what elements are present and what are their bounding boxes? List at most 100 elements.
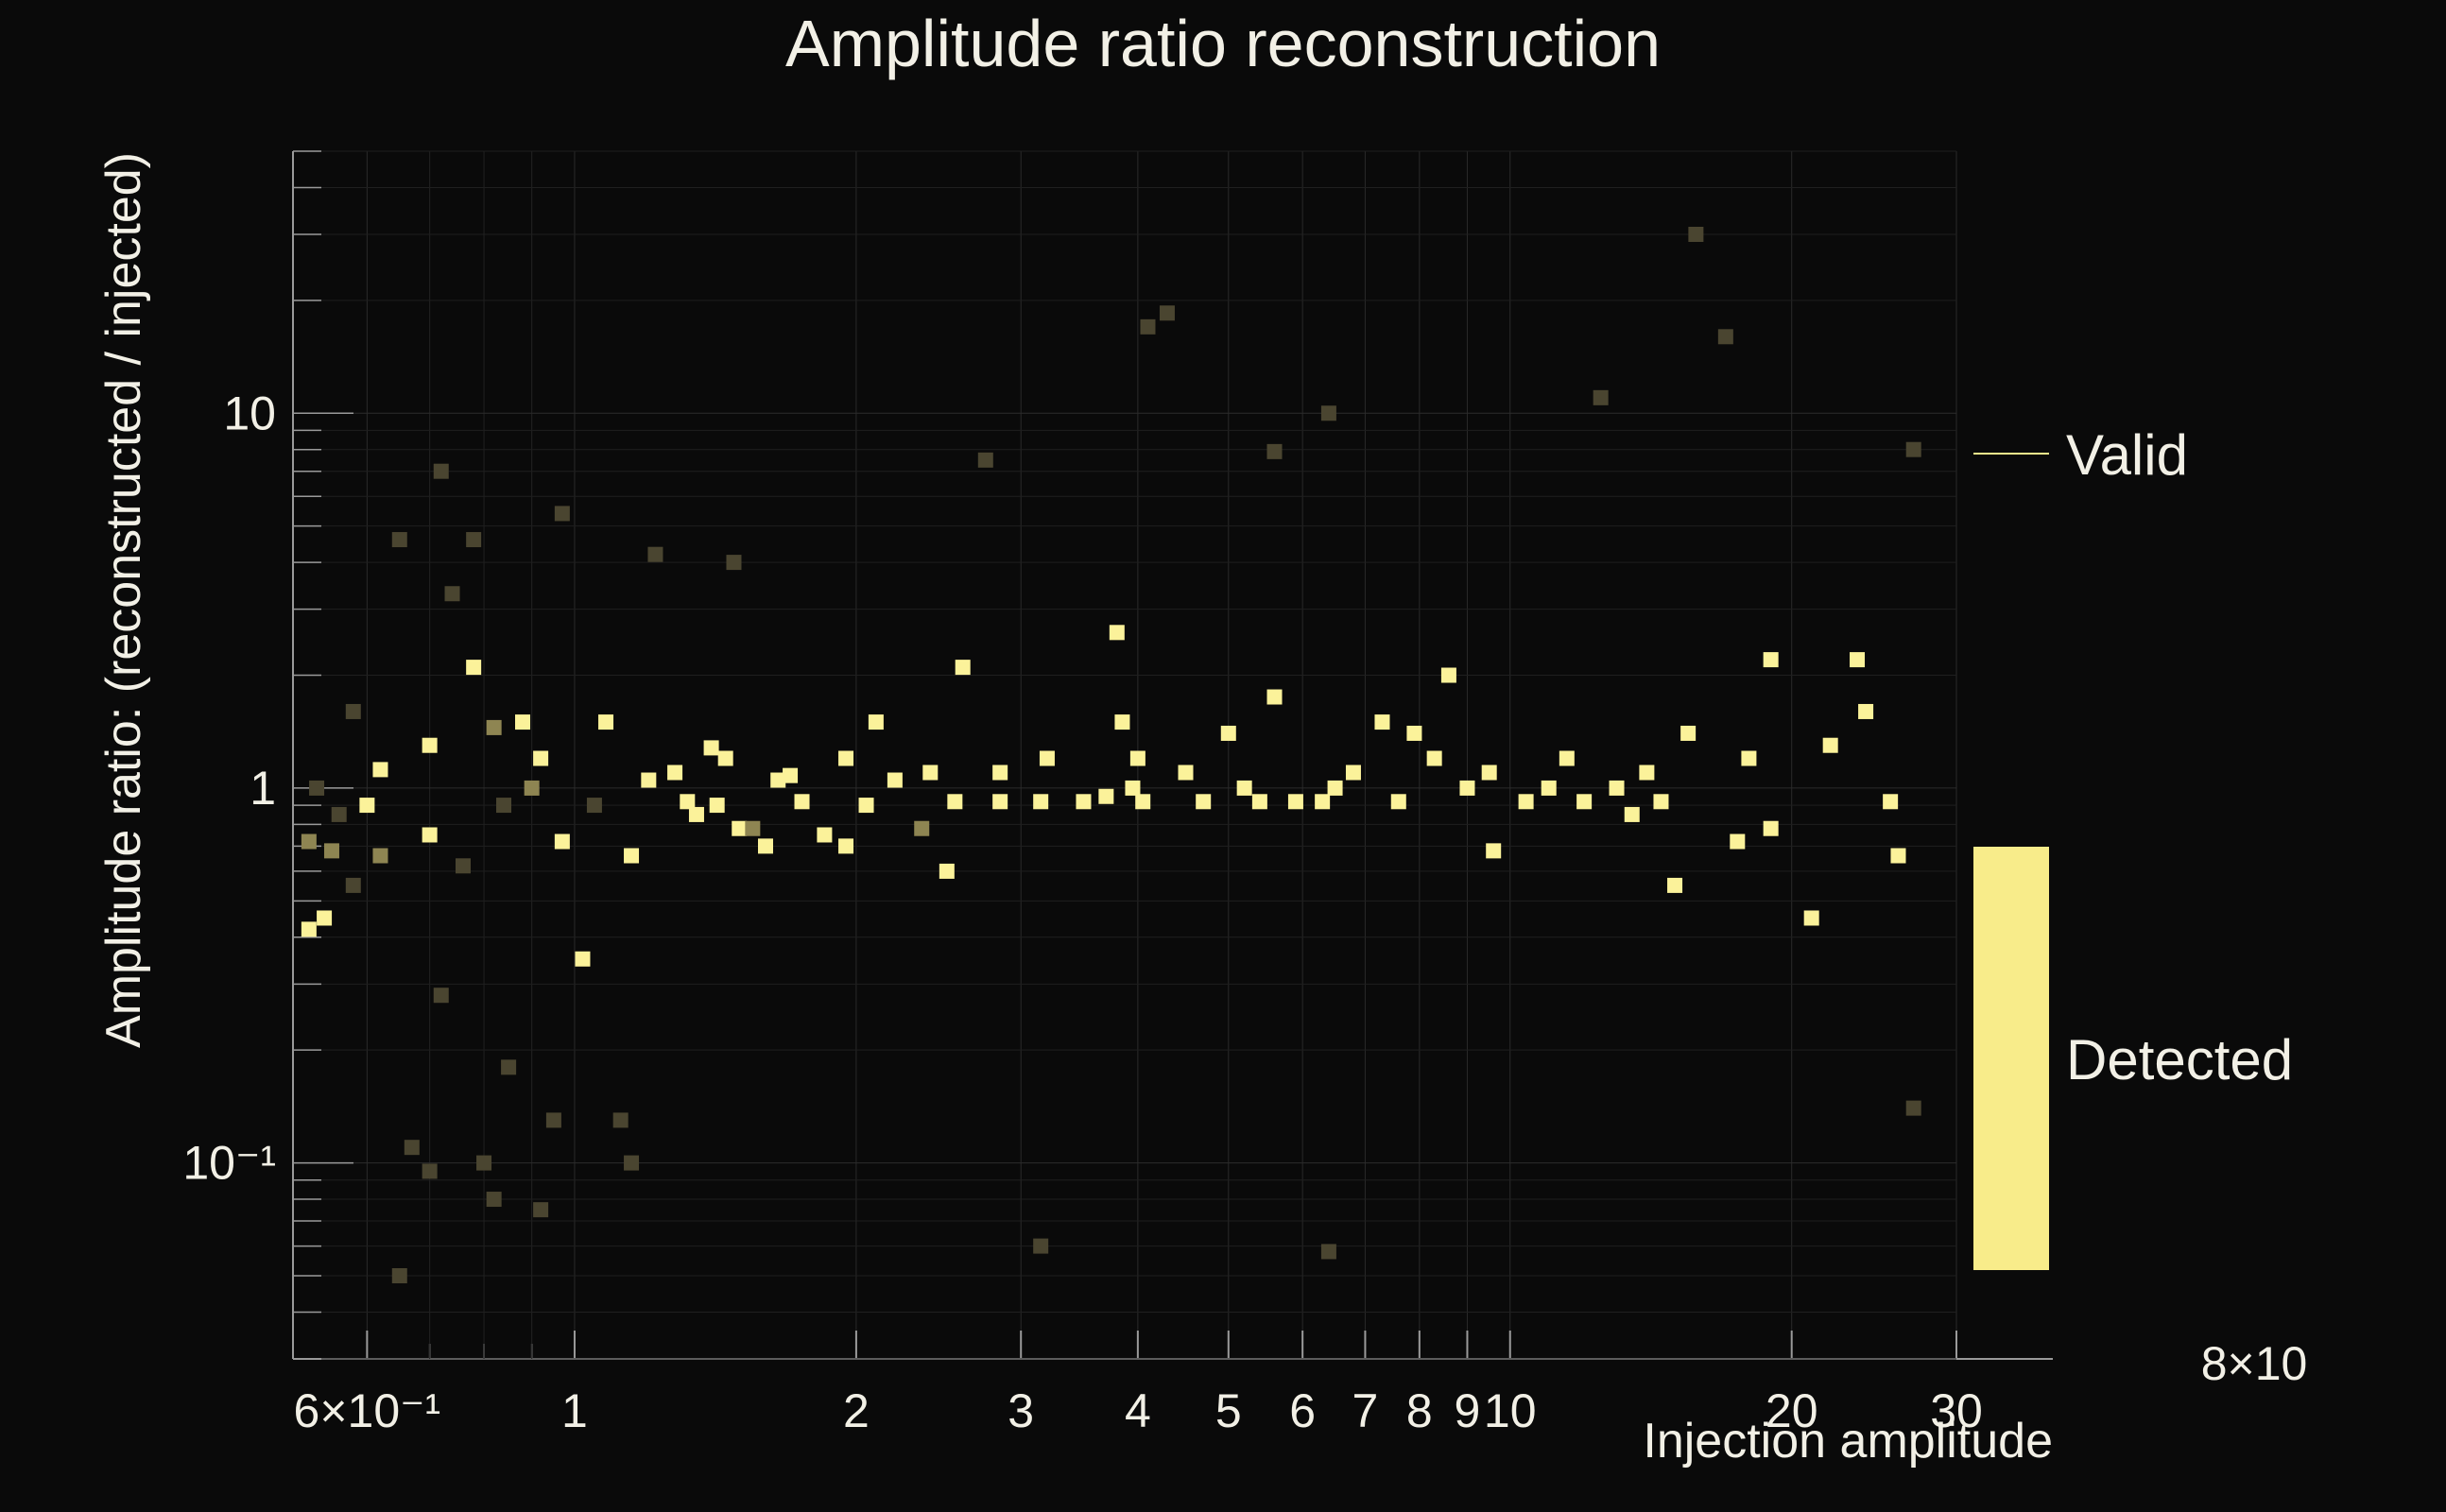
heatmap-cell (1114, 714, 1130, 730)
heatmap-cell (838, 838, 854, 854)
legend-label-valid: Valid (2066, 423, 2188, 487)
heatmap-cell (770, 772, 786, 788)
heatmap-cell (914, 820, 930, 836)
heatmap-cell (977, 452, 993, 468)
heatmap-cell (515, 714, 531, 730)
heatmap-cell (422, 1163, 438, 1179)
heatmap-cell (1426, 750, 1442, 766)
heatmap-cell (372, 762, 388, 778)
heatmap-cell (783, 767, 799, 783)
heatmap-cell (1822, 737, 1838, 753)
heatmap-cell (1850, 652, 1866, 668)
heatmap-cell (391, 1268, 407, 1283)
heatmap-cell (1220, 725, 1236, 741)
heatmap-cell (1593, 389, 1609, 405)
heatmap-cell (717, 750, 733, 766)
heatmap-cell (624, 848, 640, 864)
heatmap-cell (433, 988, 449, 1004)
heatmap-cell (794, 794, 810, 810)
heatmap-cell (524, 780, 540, 796)
heatmap-cell (466, 660, 482, 676)
heatmap-cell (647, 546, 663, 562)
heatmap-cell (533, 1202, 549, 1218)
heatmap-cell (345, 877, 361, 893)
heatmap-cell (1135, 794, 1151, 810)
y-axis-title: Amplitude ratio: (reconstructed / inject… (96, 152, 151, 1048)
x-tick-label: 3 (1008, 1384, 1034, 1437)
heatmap-cell (624, 1155, 640, 1171)
heatmap-cell (1858, 703, 1874, 719)
x-tick-label: 5 (1215, 1384, 1242, 1437)
heatmap-cell (1667, 877, 1683, 893)
legend-swatch-detected (1973, 847, 2049, 1270)
heatmap-cell (732, 820, 748, 836)
heatmap-cell (1178, 765, 1194, 781)
heatmap-cell (1140, 318, 1156, 335)
heatmap-cell (359, 798, 375, 814)
heatmap-cell (703, 740, 719, 756)
x-tick-label: 8 (1406, 1384, 1433, 1437)
heatmap-cell (466, 532, 482, 548)
heatmap-cell (955, 660, 971, 676)
heatmap-cell (641, 772, 657, 788)
heatmap-cell (1803, 910, 1819, 926)
heatmap-cell (1763, 820, 1779, 836)
heatmap-cell (745, 820, 761, 836)
heatmap-cell (1741, 750, 1757, 766)
heatmap-cell (1236, 780, 1252, 796)
heatmap-cell (1763, 652, 1779, 668)
legend: Valid Detected (1973, 423, 2293, 1270)
heatmap-cell (1559, 750, 1575, 766)
heatmap-cell (612, 1112, 629, 1128)
heatmap-cell (1320, 405, 1336, 421)
heatmap-cell (922, 765, 939, 781)
heatmap-cell (726, 555, 742, 571)
heatmap-cell (1730, 833, 1746, 850)
x-tick-label: 6×10⁻¹ (294, 1384, 441, 1437)
y-tick-label: 1 (250, 762, 276, 815)
heatmap-cell (757, 838, 773, 854)
heatmap-cell (1390, 794, 1406, 810)
heatmap-cell (301, 921, 317, 937)
heatmap-cell (554, 506, 570, 522)
heatmap-cell (372, 848, 388, 864)
heatmap-cell (817, 827, 833, 843)
heatmap-cell (1905, 441, 1921, 457)
heatmap-cell (317, 910, 333, 926)
heatmap-cell (455, 858, 471, 874)
heatmap-cell (1159, 305, 1175, 321)
heatmap-cell (309, 780, 325, 796)
heatmap-cell (887, 772, 903, 788)
heatmap-cell (533, 750, 549, 766)
chart-title: Amplitude ratio reconstruction (785, 7, 1661, 80)
heatmap-cell (1883, 794, 1899, 810)
x-tick-label: 4 (1125, 1384, 1151, 1437)
x-tick-label: 30 (1930, 1384, 1983, 1437)
heatmap-cell (391, 532, 407, 548)
heatmap-cell (1076, 794, 1092, 810)
heatmap-cell (422, 737, 438, 753)
heatmap-cell (1345, 765, 1361, 781)
heatmap-cell (1639, 765, 1655, 781)
heatmap-cell (486, 1192, 502, 1208)
heatmap-cell (939, 863, 955, 879)
heatmap-cell (1576, 794, 1593, 810)
heatmap-cell (1486, 843, 1502, 859)
heatmap-cell (858, 798, 874, 814)
heatmap-cell (1481, 765, 1497, 781)
legend-label-detected: Detected (2066, 1028, 2293, 1091)
heatmap-cell (1518, 794, 1534, 810)
heatmap-cell (1680, 725, 1697, 741)
heatmap-cell (575, 951, 591, 967)
x-tick-label: 20 (1766, 1384, 1818, 1437)
x-tick-label: 7 (1352, 1384, 1379, 1437)
heatmap-cell (554, 833, 570, 850)
heatmap-cell (1033, 794, 1049, 810)
heatmap-cell (1327, 780, 1343, 796)
heatmap-cell (688, 806, 704, 822)
heatmap-cell (496, 798, 512, 814)
heatmap-cell (680, 794, 696, 810)
x-tick-label: 2 (843, 1384, 870, 1437)
